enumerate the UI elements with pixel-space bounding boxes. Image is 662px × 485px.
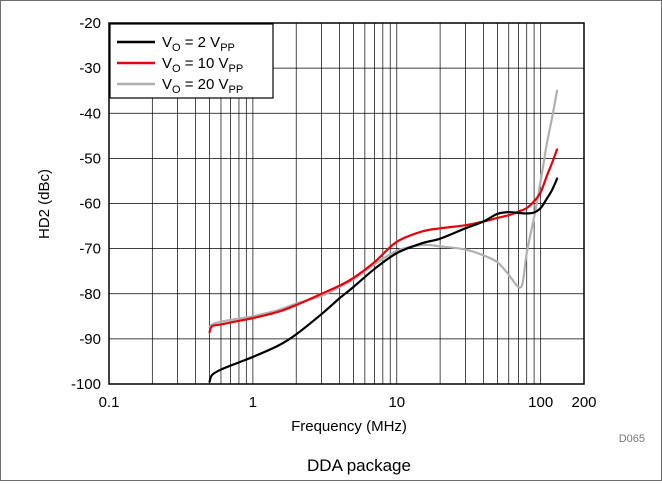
legend-label-2: VO = 10 VPP	[162, 55, 243, 75]
x-tick-label: 10	[388, 394, 405, 411]
x-tick-label: 1	[249, 394, 257, 411]
legend-label-1: VO = 2 VPP	[162, 34, 235, 54]
series-line-1	[208, 177, 559, 383]
figure-code: D065	[619, 433, 645, 445]
x-tick-label: 200	[571, 394, 596, 411]
x-tick-label: 0.1	[99, 394, 120, 411]
y-axis-label: HD2 (dBc)	[36, 169, 53, 239]
legend-label-3: VO = 20 VPP	[162, 76, 243, 96]
chart-caption: DDA package	[307, 456, 411, 475]
plot-border	[108, 22, 585, 385]
y-tick-label: -50	[79, 150, 101, 167]
y-tick-label: -100	[71, 376, 101, 393]
series-line-2	[208, 148, 559, 334]
y-tick-label: -80	[79, 286, 101, 303]
y-tick-label: -70	[79, 241, 101, 258]
x-tick-label: 100	[528, 394, 553, 411]
y-tick-label: -20	[79, 15, 101, 32]
legend-box	[109, 23, 274, 99]
x-axis-label: Frequency (MHz)	[291, 418, 407, 435]
y-tick-label: -90	[79, 331, 101, 348]
y-tick-label: -30	[79, 60, 101, 77]
series-lines	[208, 89, 559, 383]
y-tick-label: -60	[79, 196, 101, 213]
series-line-3	[208, 89, 559, 329]
y-tick-label: -40	[79, 105, 101, 122]
